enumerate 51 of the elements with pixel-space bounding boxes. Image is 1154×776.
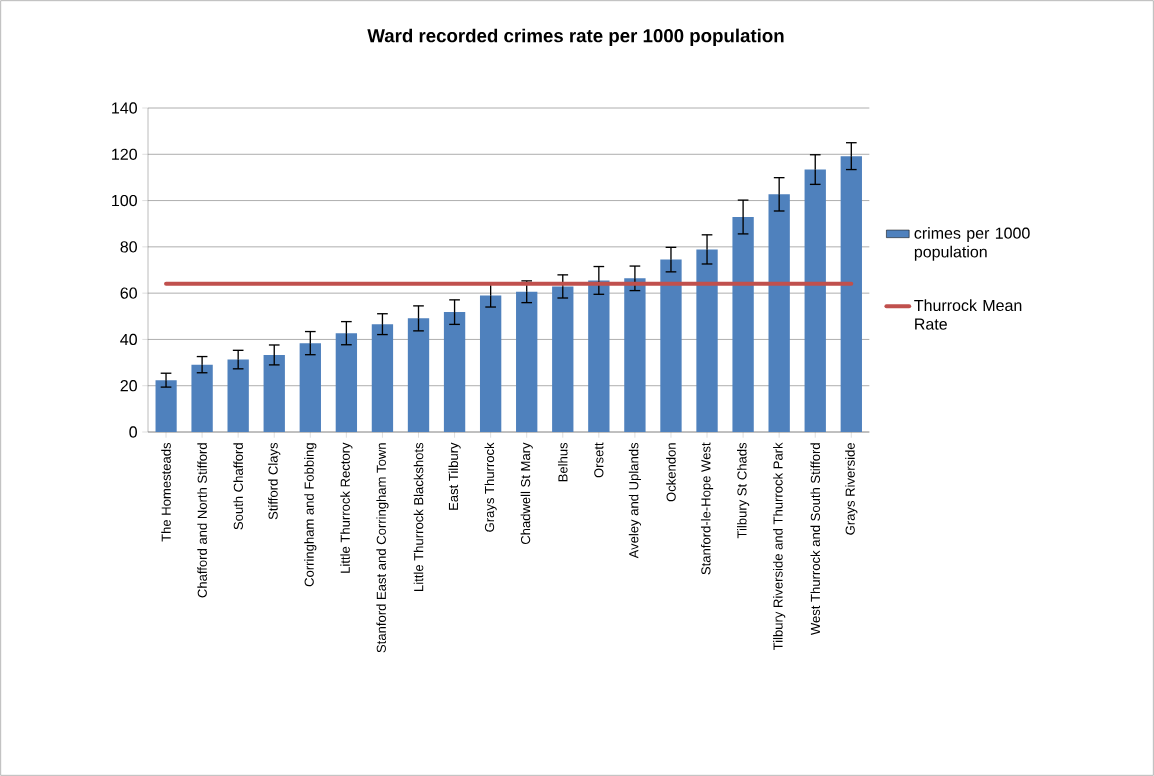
y-tick-label: 140 [112,102,137,114]
bar [804,169,826,432]
bar [407,318,430,432]
y-tick-label: 80 [120,241,137,253]
x-tick-label: Aveley and Uplands [628,442,641,559]
x-tick-label: Grays Riverside [845,443,858,535]
chart-title: Ward recorded crimes rate per 1000 population [367,28,784,47]
bar [624,278,646,432]
x-tick-label: East Tilbury [448,442,461,510]
x-tick-label: The Homesteads [161,442,171,542]
x-tick-label: Stifford Clays [268,442,281,520]
bar [443,312,466,432]
bar [552,286,574,432]
legend-label: Thurrock Mean Rate [914,299,1022,330]
x-tick-label: Stanford-le-Hope West [700,442,714,575]
bar [479,295,502,432]
bar [768,194,790,432]
bar [516,291,538,432]
y-tick-label: 40 [120,333,137,346]
x-tick-label: Grays Thurrock [484,442,497,532]
x-tick-label: Little Thurrock Rectory [340,442,353,573]
bar [191,364,213,432]
x-tick-label: Corringham and Fobbing [304,443,317,587]
y-tick-label: 0 [129,426,137,438]
x-tick-label: Chadwell St Mary [520,442,533,545]
bar [840,156,862,432]
y-tick-label: 100 [112,194,137,207]
bar [155,380,177,432]
bar [732,217,754,432]
y-tick-label: 20 [120,380,137,392]
bar [299,343,321,432]
x-tick-label: Orsett [594,442,604,478]
bar [660,259,682,432]
bar [696,249,718,432]
x-tick-label: Chafford and North Stifford [197,443,207,598]
bar [263,354,285,432]
legend-label: crimes per 1000 population [914,227,1030,261]
x-tick-label: West Thurrock and South Stifford [810,443,821,636]
x-tick-label: South Chafford [233,443,243,530]
bar [588,280,610,432]
x-tick-label: Stanford East and Corringham Town [376,443,389,653]
y-tick-label: 60 [120,287,137,299]
x-tick-label: Tilbury Riverside and Thurrock Park [773,442,786,651]
x-tick-label: Little Thurrock Blackshots [413,442,424,591]
y-tick-label: 120 [112,148,137,160]
x-tick-label: Tilbury St Chads [737,442,750,539]
bar [335,333,358,432]
x-tick-label: Belhus [557,442,568,482]
bar [227,359,249,432]
x-tick-label: Ockendon [666,443,676,502]
bar [371,324,394,432]
